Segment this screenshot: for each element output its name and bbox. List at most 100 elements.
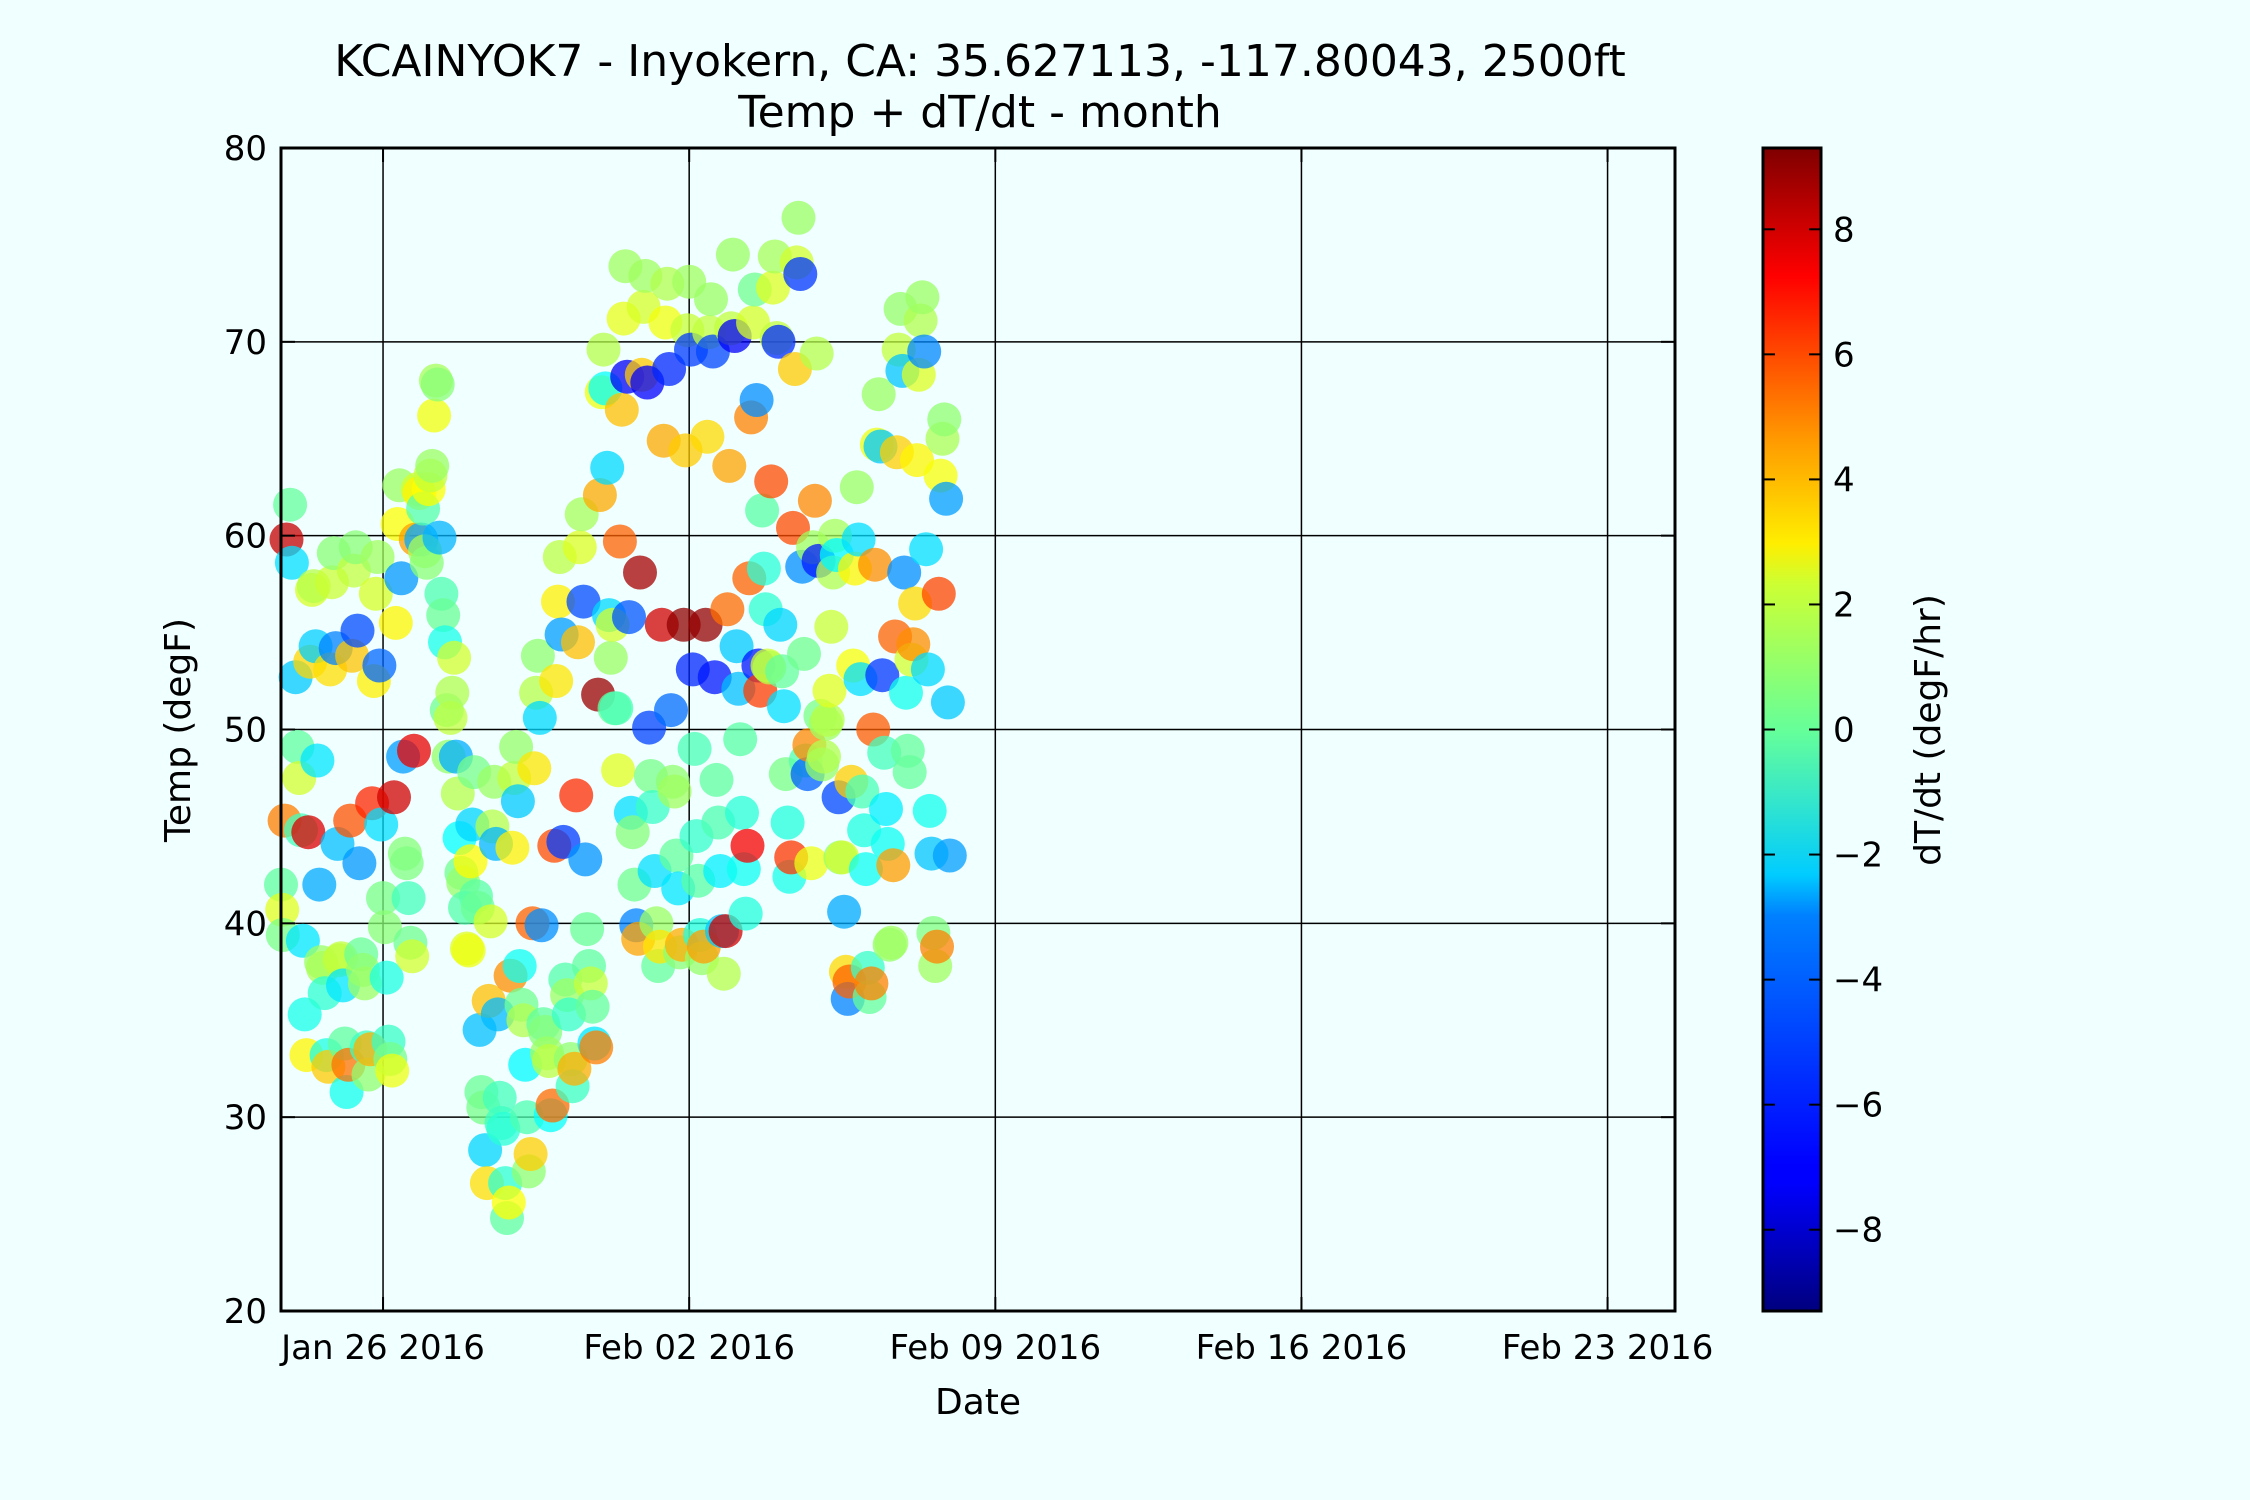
- y-axis-label: Temp (degF): [158, 618, 199, 843]
- data-point: [730, 828, 765, 863]
- chart-subtitle: Temp + dT/dt - month: [737, 87, 1222, 138]
- data-point: [812, 673, 847, 708]
- data-point: [754, 464, 789, 499]
- data-point: [841, 522, 876, 557]
- data-point: [739, 383, 774, 417]
- data-point: [869, 792, 903, 826]
- data-point: [375, 1053, 410, 1088]
- data-point: [561, 625, 595, 660]
- data-point: [657, 774, 692, 809]
- data-point: [794, 846, 829, 881]
- data-point: [473, 904, 508, 939]
- data-point: [435, 675, 470, 710]
- data-point: [723, 722, 758, 757]
- data-point: [391, 881, 426, 916]
- data-point: [397, 733, 431, 768]
- data-point: [422, 520, 457, 555]
- data-point: [395, 939, 430, 974]
- data-point: [766, 689, 801, 724]
- data-point: [690, 419, 725, 454]
- y-axis-ticks: 20 30 40 50 60 70 80: [224, 129, 1675, 1332]
- y-tick-label: 80: [224, 129, 267, 169]
- data-point: [389, 846, 424, 881]
- data-point: [495, 830, 530, 865]
- data-point: [905, 280, 940, 315]
- data-point: [415, 448, 450, 483]
- data-point: [364, 807, 399, 842]
- data-point: [845, 774, 880, 809]
- data-point: [274, 545, 309, 580]
- data-point: [839, 470, 874, 505]
- data-point: [451, 933, 486, 968]
- data-point: [761, 324, 796, 359]
- data-point: [910, 652, 945, 687]
- data-point: [699, 762, 734, 797]
- data-point: [874, 925, 909, 960]
- data-point: [896, 627, 931, 662]
- data-point: [502, 949, 537, 983]
- data-point: [426, 598, 461, 633]
- data-point: [384, 561, 419, 596]
- data-point: [590, 450, 625, 485]
- x-tick-label: Feb 02 2016: [583, 1328, 795, 1368]
- data-point: [342, 846, 377, 881]
- data-point: [599, 691, 634, 726]
- data-point: [302, 867, 337, 902]
- y-tick-label: 60: [224, 517, 267, 557]
- data-point: [377, 780, 411, 815]
- data-point: [559, 778, 594, 813]
- data-point: [654, 693, 688, 728]
- data-point: [907, 334, 942, 369]
- x-tick-label: Feb 23 2016: [1502, 1328, 1714, 1368]
- data-point: [887, 555, 922, 590]
- data-point: [652, 352, 687, 386]
- data-point: [500, 784, 535, 819]
- y-tick-label: 70: [224, 323, 267, 363]
- data-point: [520, 638, 555, 673]
- data-point: [927, 402, 962, 437]
- colorbar-tick-label: −6: [1833, 1086, 1883, 1126]
- data-point: [287, 997, 322, 1032]
- data-point: [491, 1185, 526, 1220]
- y-tick-label: 40: [224, 904, 267, 944]
- data-point: [712, 448, 747, 483]
- colorbar-tick-label: 4: [1833, 460, 1855, 500]
- data-point: [433, 700, 468, 735]
- y-tick-label: 50: [224, 711, 267, 751]
- data-point: [420, 367, 455, 402]
- colorbar-tick-label: 8: [1833, 210, 1855, 250]
- data-point: [710, 592, 745, 627]
- x-tick-label: Jan 26 2016: [279, 1328, 485, 1368]
- data-point: [799, 336, 834, 371]
- data-point: [522, 700, 557, 735]
- chart-title: KCAINYOK7 - Inyokern, CA: 35.627113, -11…: [334, 36, 1625, 87]
- data-point: [694, 282, 728, 317]
- data-point: [541, 584, 575, 619]
- data-point: [623, 555, 657, 590]
- data-point: [513, 1137, 548, 1171]
- data-point: [539, 664, 574, 698]
- data-point: [369, 960, 404, 995]
- data-point: [814, 609, 849, 644]
- data-point: [417, 398, 452, 433]
- data-point: [677, 731, 712, 766]
- data-point: [889, 675, 923, 710]
- data-point: [360, 540, 395, 574]
- data-point: [706, 956, 741, 991]
- data-point: [291, 815, 326, 850]
- data-point: [912, 793, 947, 828]
- data-point: [770, 805, 805, 840]
- data-point: [854, 966, 889, 1001]
- data-point: [300, 743, 335, 778]
- data-point: [725, 795, 759, 830]
- x-tick-label: Feb 09 2016: [890, 1328, 1102, 1368]
- colorbar-ticks: −8 −6 −4 −2 0 2 4 6 8: [1763, 210, 1883, 1251]
- data-point: [601, 753, 636, 788]
- data-point: [575, 989, 610, 1024]
- data-point: [810, 702, 845, 737]
- data-point: [745, 493, 780, 528]
- colorbar-tick-label: −8: [1833, 1211, 1883, 1251]
- data-point: [848, 852, 883, 887]
- data-point: [865, 658, 900, 693]
